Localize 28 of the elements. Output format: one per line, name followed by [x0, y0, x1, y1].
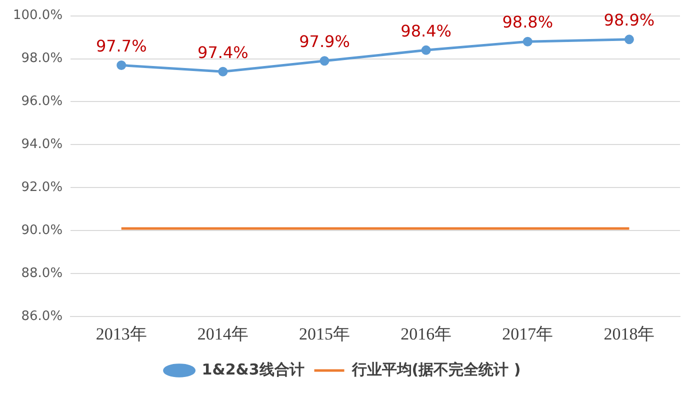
- point: [116, 60, 126, 70]
- data-label: 98.9%: [604, 10, 655, 30]
- point: [218, 66, 228, 76]
- data-label: 98.4%: [400, 21, 452, 40]
- point: [624, 34, 634, 44]
- x-tick-label: 2014年: [197, 324, 248, 344]
- x-tick-label: 2013年: [96, 324, 147, 344]
- x-tick-label: 2017年: [502, 324, 554, 344]
- legend-label: 行业平均(据不完全统计 ): [350, 360, 521, 378]
- y-tick-label: 90.0%: [21, 223, 63, 238]
- point: [421, 45, 431, 55]
- point: [522, 36, 532, 46]
- data-label: 98.8%: [502, 12, 554, 32]
- legend-label: 1&2&3线合计: [202, 360, 304, 378]
- y-tick-label: 96.0%: [21, 94, 63, 110]
- y-tick-label: 88.0%: [21, 266, 63, 282]
- x-tick-label: 2018年: [604, 324, 655, 344]
- y-tick-label: 94.0%: [21, 137, 63, 152]
- point: [320, 56, 330, 66]
- data-label: 97.4%: [198, 42, 248, 62]
- x-tick-label: 2016年: [400, 324, 452, 344]
- y-tick-label: 100.0%: [12, 8, 63, 24]
- y-tick-label: 92.0%: [21, 180, 63, 196]
- y-tick-label: 98.0%: [21, 51, 63, 66]
- x-tick-label: 2015年: [299, 324, 350, 344]
- data-label: 97.9%: [299, 32, 350, 52]
- data-label: 97.7%: [96, 36, 147, 56]
- y-tick-label: 86.0%: [21, 308, 63, 324]
